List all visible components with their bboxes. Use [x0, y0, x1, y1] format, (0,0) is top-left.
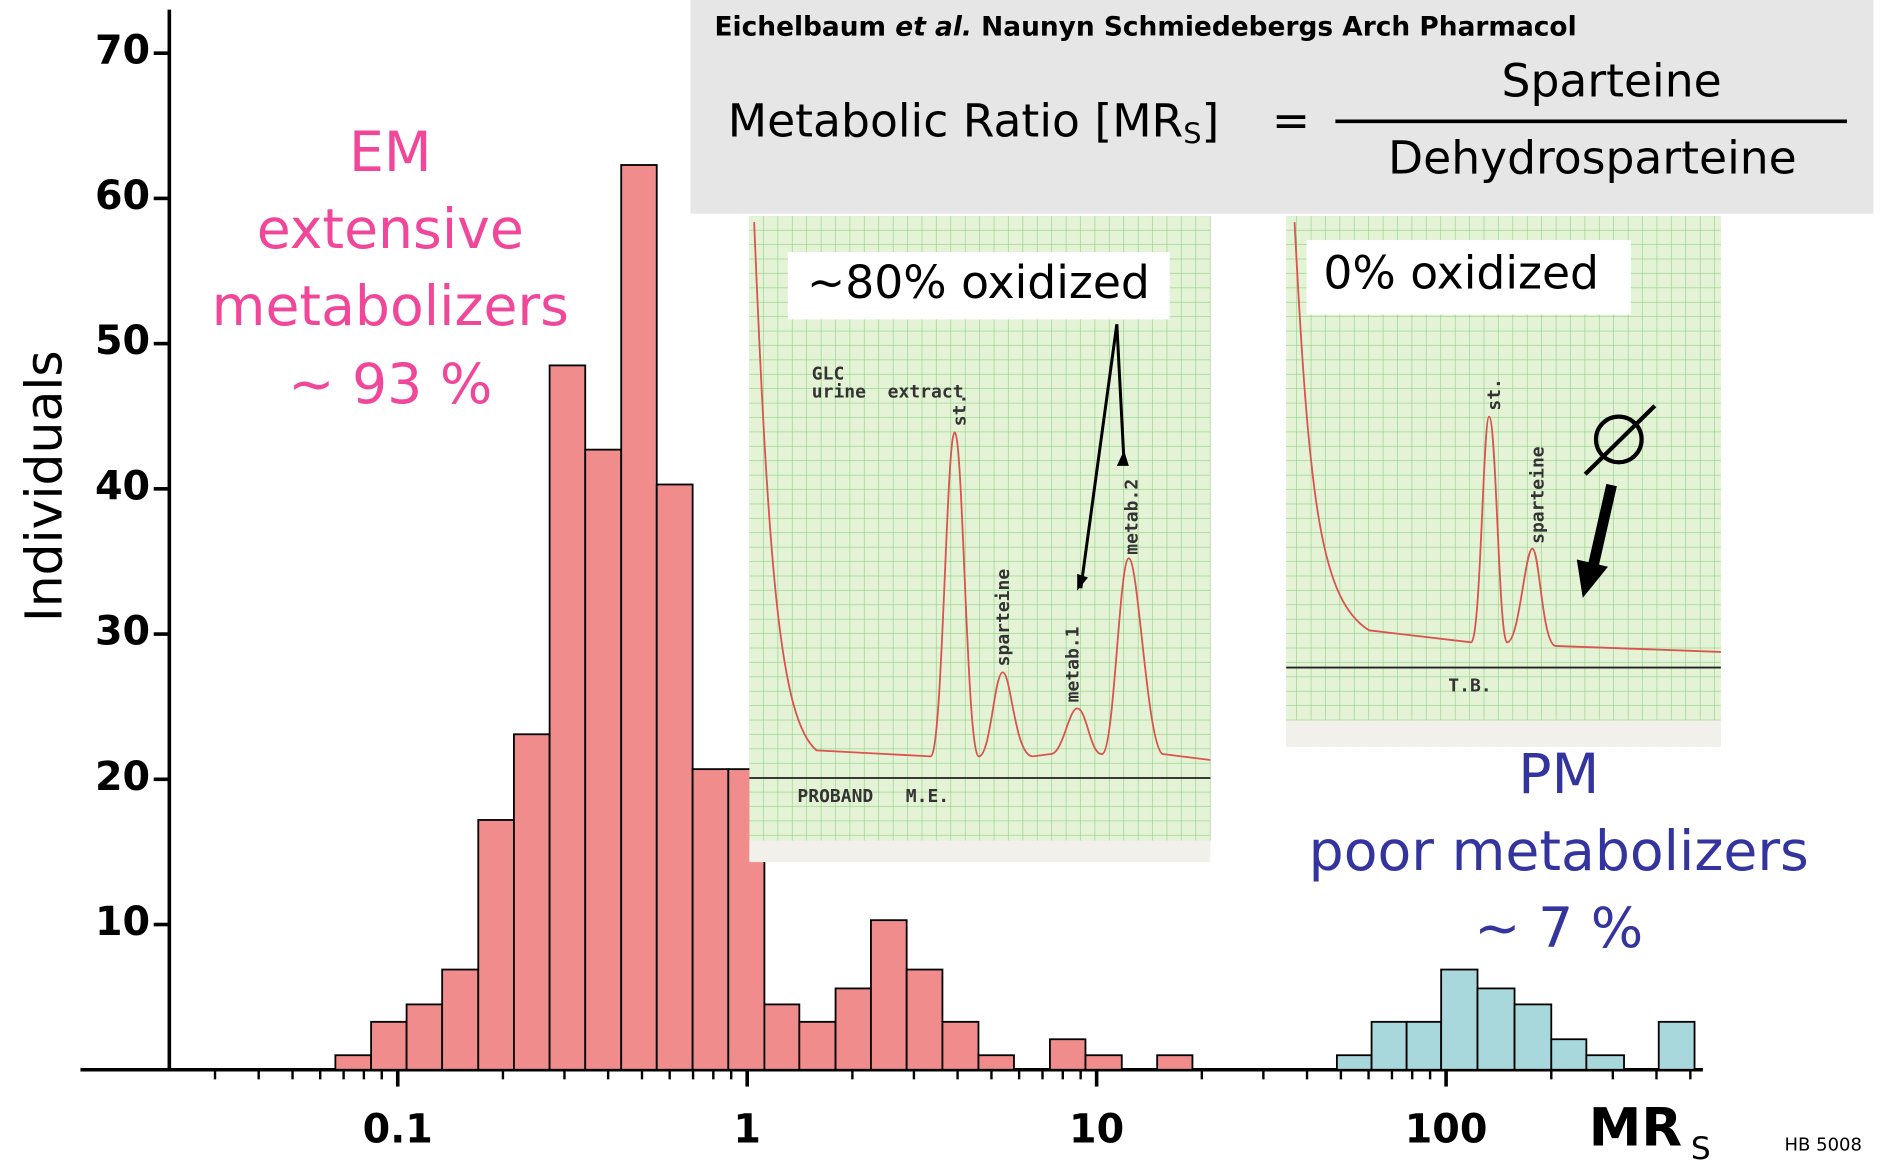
arrows	[1079, 323, 1126, 589]
chromatogram-pm: 0% oxidized st. sparteine T.B.	[1286, 216, 1721, 747]
inset-label: T.B.	[1448, 676, 1491, 697]
source: Eichelbaum et al. Naunyn Schmiedebergs A…	[715, 11, 1577, 42]
caption-box	[1306, 240, 1631, 315]
inset-label: metab.2	[1121, 479, 1142, 555]
arrow	[1588, 483, 1617, 566]
bar	[977, 1054, 1015, 1071]
x-tick-label: 10	[1069, 1107, 1124, 1153]
trace	[753, 222, 1211, 761]
inset-label: st.	[1484, 378, 1505, 411]
bars	[334, 164, 1696, 1071]
bar	[513, 733, 551, 1071]
trace	[1293, 222, 1721, 653]
y-tick-label: 70	[95, 28, 150, 74]
axes: 10 20 30 40 50 60 70 0.1 1 10 100	[80, 9, 1703, 1153]
caption: ~80% oxidized	[807, 256, 1150, 309]
bar	[1657, 1020, 1696, 1071]
x-axis-label: MR	[1589, 1098, 1682, 1159]
y-axis-label: Individuals	[15, 350, 74, 622]
source-etal: et al.	[895, 11, 972, 42]
pm-annotation: PM poor metabolizers ~ 7 %	[1309, 743, 1809, 961]
null-slash	[1583, 404, 1657, 476]
bar	[1440, 968, 1479, 1071]
inset-label: sparteine	[1527, 446, 1548, 544]
pm-line: ~ 7 %	[1474, 897, 1643, 961]
x-tick-label: 100	[1405, 1107, 1488, 1153]
em-line: extensive	[257, 198, 524, 262]
bar	[1049, 1038, 1087, 1071]
bar	[655, 483, 694, 1071]
inset-label: st.	[950, 394, 971, 427]
inset-label: sparteine	[993, 569, 1014, 667]
bar	[798, 1020, 837, 1071]
bar	[620, 164, 658, 1071]
bar	[334, 1054, 373, 1071]
bar	[1370, 1020, 1408, 1071]
lhs-sub: S	[1183, 117, 1201, 151]
bar	[1585, 1054, 1625, 1071]
bar	[941, 1020, 980, 1071]
y-tick-label: 10	[95, 899, 150, 945]
bar	[763, 1003, 801, 1071]
formula-box: Eichelbaum et al. Naunyn Schmiedebergs A…	[690, 0, 1874, 214]
y-tick-label: 60	[95, 173, 150, 219]
inset-label: GLC	[812, 364, 845, 385]
null-symbol	[1593, 414, 1644, 465]
bar	[441, 968, 480, 1071]
equals: =	[1272, 94, 1310, 147]
arrowheads	[1077, 450, 1129, 591]
pm-line: poor metabolizers	[1309, 820, 1809, 884]
bar	[1550, 1038, 1588, 1071]
formula-lhs: Metabolic Ratio [MRS]	[728, 94, 1220, 151]
y-tick-label: 20	[95, 754, 150, 800]
strip	[749, 840, 1211, 863]
inset-label: PROBAND M.E.	[797, 786, 949, 807]
bar	[548, 364, 587, 1071]
y-tick-label: 40	[95, 463, 150, 509]
chromatogram-em: ~80% oxidized GLC urine extract st. spar…	[749, 216, 1211, 863]
bar	[905, 968, 944, 1071]
bar	[870, 919, 908, 1071]
bar	[405, 1003, 444, 1071]
em-annotation: EM extensive metabolizers ~ 93 %	[212, 121, 569, 417]
inset-label: metab.1	[1063, 627, 1084, 703]
bar	[1335, 1054, 1373, 1071]
y-tick-label: 30	[95, 609, 150, 655]
bar	[1084, 1054, 1123, 1071]
caption: 0% oxidized	[1323, 247, 1599, 300]
source-journal: Naunyn Schmiedebergs Arch Pharmacol	[981, 11, 1576, 42]
y-tick-label: 50	[95, 318, 150, 364]
box	[690, 0, 1874, 214]
x-tick-label: 1	[733, 1107, 761, 1153]
bar	[477, 819, 515, 1071]
code: HB 5008	[1785, 1134, 1862, 1155]
bar	[691, 768, 730, 1071]
strip	[1286, 720, 1721, 747]
denominator: Dehydrosparteine	[1388, 131, 1797, 184]
bar	[1476, 987, 1516, 1071]
bar	[370, 1020, 408, 1071]
numerator: Sparteine	[1501, 55, 1721, 108]
x-tick-label: 0.1	[363, 1107, 433, 1153]
caption-box	[787, 252, 1170, 320]
em-line: metabolizers	[212, 275, 569, 339]
bar	[834, 987, 872, 1071]
lhs: Metabolic Ratio [MR	[728, 94, 1184, 147]
pm-line: PM	[1518, 743, 1599, 807]
em-line: ~ 93 %	[288, 353, 492, 417]
bar	[1513, 1003, 1553, 1071]
lhs-close: ]	[1202, 94, 1220, 147]
inset-bg	[749, 216, 1211, 863]
bar	[1156, 1054, 1194, 1071]
em-line: EM	[349, 121, 432, 185]
bar	[1405, 1020, 1443, 1071]
bar	[584, 448, 623, 1071]
x-axis-label-sub: S	[1691, 1131, 1711, 1167]
arrowhead	[1576, 559, 1608, 598]
source-authors: Eichelbaum	[715, 11, 887, 42]
inset-label: urine extract	[812, 382, 964, 403]
